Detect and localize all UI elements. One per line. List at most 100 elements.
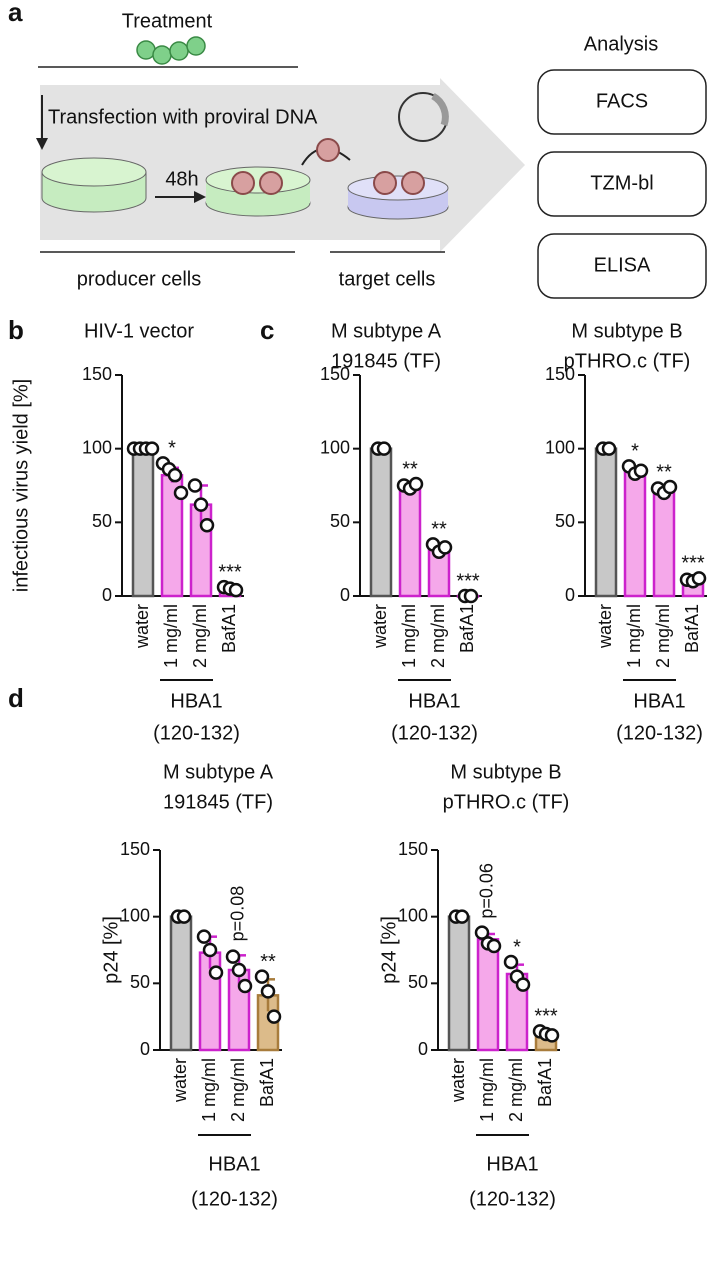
group-label: HBA1	[633, 690, 685, 712]
chart-title: M subtype A	[331, 320, 442, 342]
chart-title: pTHRO.c (TF)	[564, 350, 691, 372]
transfection-label: Transfection with proviral DNA	[48, 106, 318, 128]
significance: *	[168, 438, 176, 460]
x-tick-label: 1 mg/ml	[624, 604, 644, 668]
significance: *	[513, 936, 521, 958]
virion	[259, 171, 283, 195]
x-tick-label: water	[370, 604, 390, 649]
x-tick-label: 2 mg/ml	[190, 604, 210, 668]
p-value: p=0.06	[477, 863, 497, 919]
data-point	[225, 949, 241, 964]
data-point	[633, 463, 649, 479]
significance: ***	[218, 561, 242, 583]
x-tick-label: 1 mg/ml	[477, 1058, 497, 1122]
data-point	[144, 441, 160, 456]
x-tick-label: 1 mg/ml	[161, 604, 181, 668]
assay-box	[537, 151, 707, 217]
x-tick-label: water	[448, 1058, 468, 1103]
x-tick-label: water	[595, 604, 615, 649]
x-tick-label: BafA1	[535, 1058, 555, 1107]
chart-title: 191845 (TF)	[331, 350, 441, 372]
p-value: p=0.08	[228, 886, 248, 942]
data-point	[266, 1009, 282, 1024]
y-tick-label: 0	[340, 585, 350, 605]
bar	[131, 447, 155, 598]
y-tick-label: 150	[120, 839, 150, 859]
significance: **	[260, 951, 276, 973]
y-tick-label: 0	[140, 1039, 150, 1059]
bar	[476, 938, 500, 1052]
peptide-bead	[152, 45, 172, 65]
data-point	[173, 485, 189, 501]
chart-title: M subtype B	[571, 320, 682, 342]
significance: *	[631, 441, 639, 463]
y-tick-label: 50	[330, 511, 350, 531]
group-sublabel: (120-132)	[153, 722, 240, 744]
y-tick-label: 150	[398, 839, 428, 859]
data-point	[187, 478, 203, 493]
dish-top	[205, 166, 311, 194]
x-tick-label: 1 mg/ml	[399, 604, 419, 668]
group-sublabel: (120-132)	[191, 1188, 278, 1210]
bar	[447, 915, 471, 1052]
x-tick-label: BafA1	[682, 604, 702, 653]
bar	[652, 488, 676, 598]
data-point	[474, 925, 490, 940]
assay-label: TZM-bl	[590, 172, 653, 194]
y-axis-label: p24 [%]	[378, 916, 400, 984]
data-point	[254, 969, 270, 984]
panel-label: a	[8, 0, 23, 27]
x-tick-label: BafA1	[457, 604, 477, 653]
data-point	[503, 954, 519, 970]
group-label: HBA1	[486, 1153, 538, 1175]
x-tick-label: 2 mg/ml	[506, 1058, 526, 1122]
y-tick-label: 150	[82, 364, 112, 384]
group-label: HBA1	[208, 1153, 260, 1175]
data-point	[208, 965, 224, 980]
y-tick-label: 100	[82, 437, 112, 457]
data-point	[437, 540, 453, 555]
group-sublabel: (120-132)	[616, 722, 703, 744]
time-arrow-head	[194, 191, 206, 203]
chart-title: 191845 (TF)	[163, 791, 273, 813]
y-axis-label: infectious virus yield [%]	[10, 379, 32, 592]
down-arrow-head	[36, 138, 48, 150]
peptide-bead	[169, 41, 189, 61]
data-point	[199, 518, 215, 533]
dish-top	[41, 157, 147, 187]
bar	[623, 469, 647, 598]
data-point	[237, 978, 253, 994]
data-point	[463, 588, 479, 604]
schematic: a Treatment Transfection with proviral D…	[8, 0, 707, 713]
chart-title: M subtype A	[163, 761, 274, 783]
assay-label: ELISA	[594, 254, 651, 276]
x-tick-label: BafA1	[257, 1058, 277, 1107]
group-label: HBA1	[170, 690, 222, 712]
y-tick-label: 50	[92, 511, 112, 531]
group-sublabel: (120-132)	[391, 722, 478, 744]
y-tick-label: 150	[320, 364, 350, 384]
data-point	[202, 942, 218, 958]
assay-label: FACS	[596, 90, 648, 112]
data-point	[228, 582, 244, 598]
bar	[169, 915, 193, 1052]
assay-box	[537, 69, 707, 135]
bar	[398, 485, 422, 598]
data-point	[193, 497, 209, 512]
x-tick-label: 1 mg/ml	[199, 1058, 219, 1122]
data-point	[486, 938, 502, 954]
data-point	[515, 977, 531, 992]
bar	[594, 447, 618, 598]
significance: ***	[534, 1006, 558, 1028]
significance: ***	[681, 553, 705, 575]
y-tick-label: 100	[120, 905, 150, 925]
y-tick-label: 0	[102, 585, 112, 605]
data-point	[662, 479, 678, 495]
data-point	[176, 909, 192, 924]
data-point	[454, 909, 470, 924]
producer-label: producer cells	[77, 268, 202, 290]
y-tick-label: 0	[418, 1039, 428, 1059]
virion	[373, 171, 397, 195]
y-tick-label: 50	[130, 972, 150, 992]
y-tick-label: 0	[565, 585, 575, 605]
